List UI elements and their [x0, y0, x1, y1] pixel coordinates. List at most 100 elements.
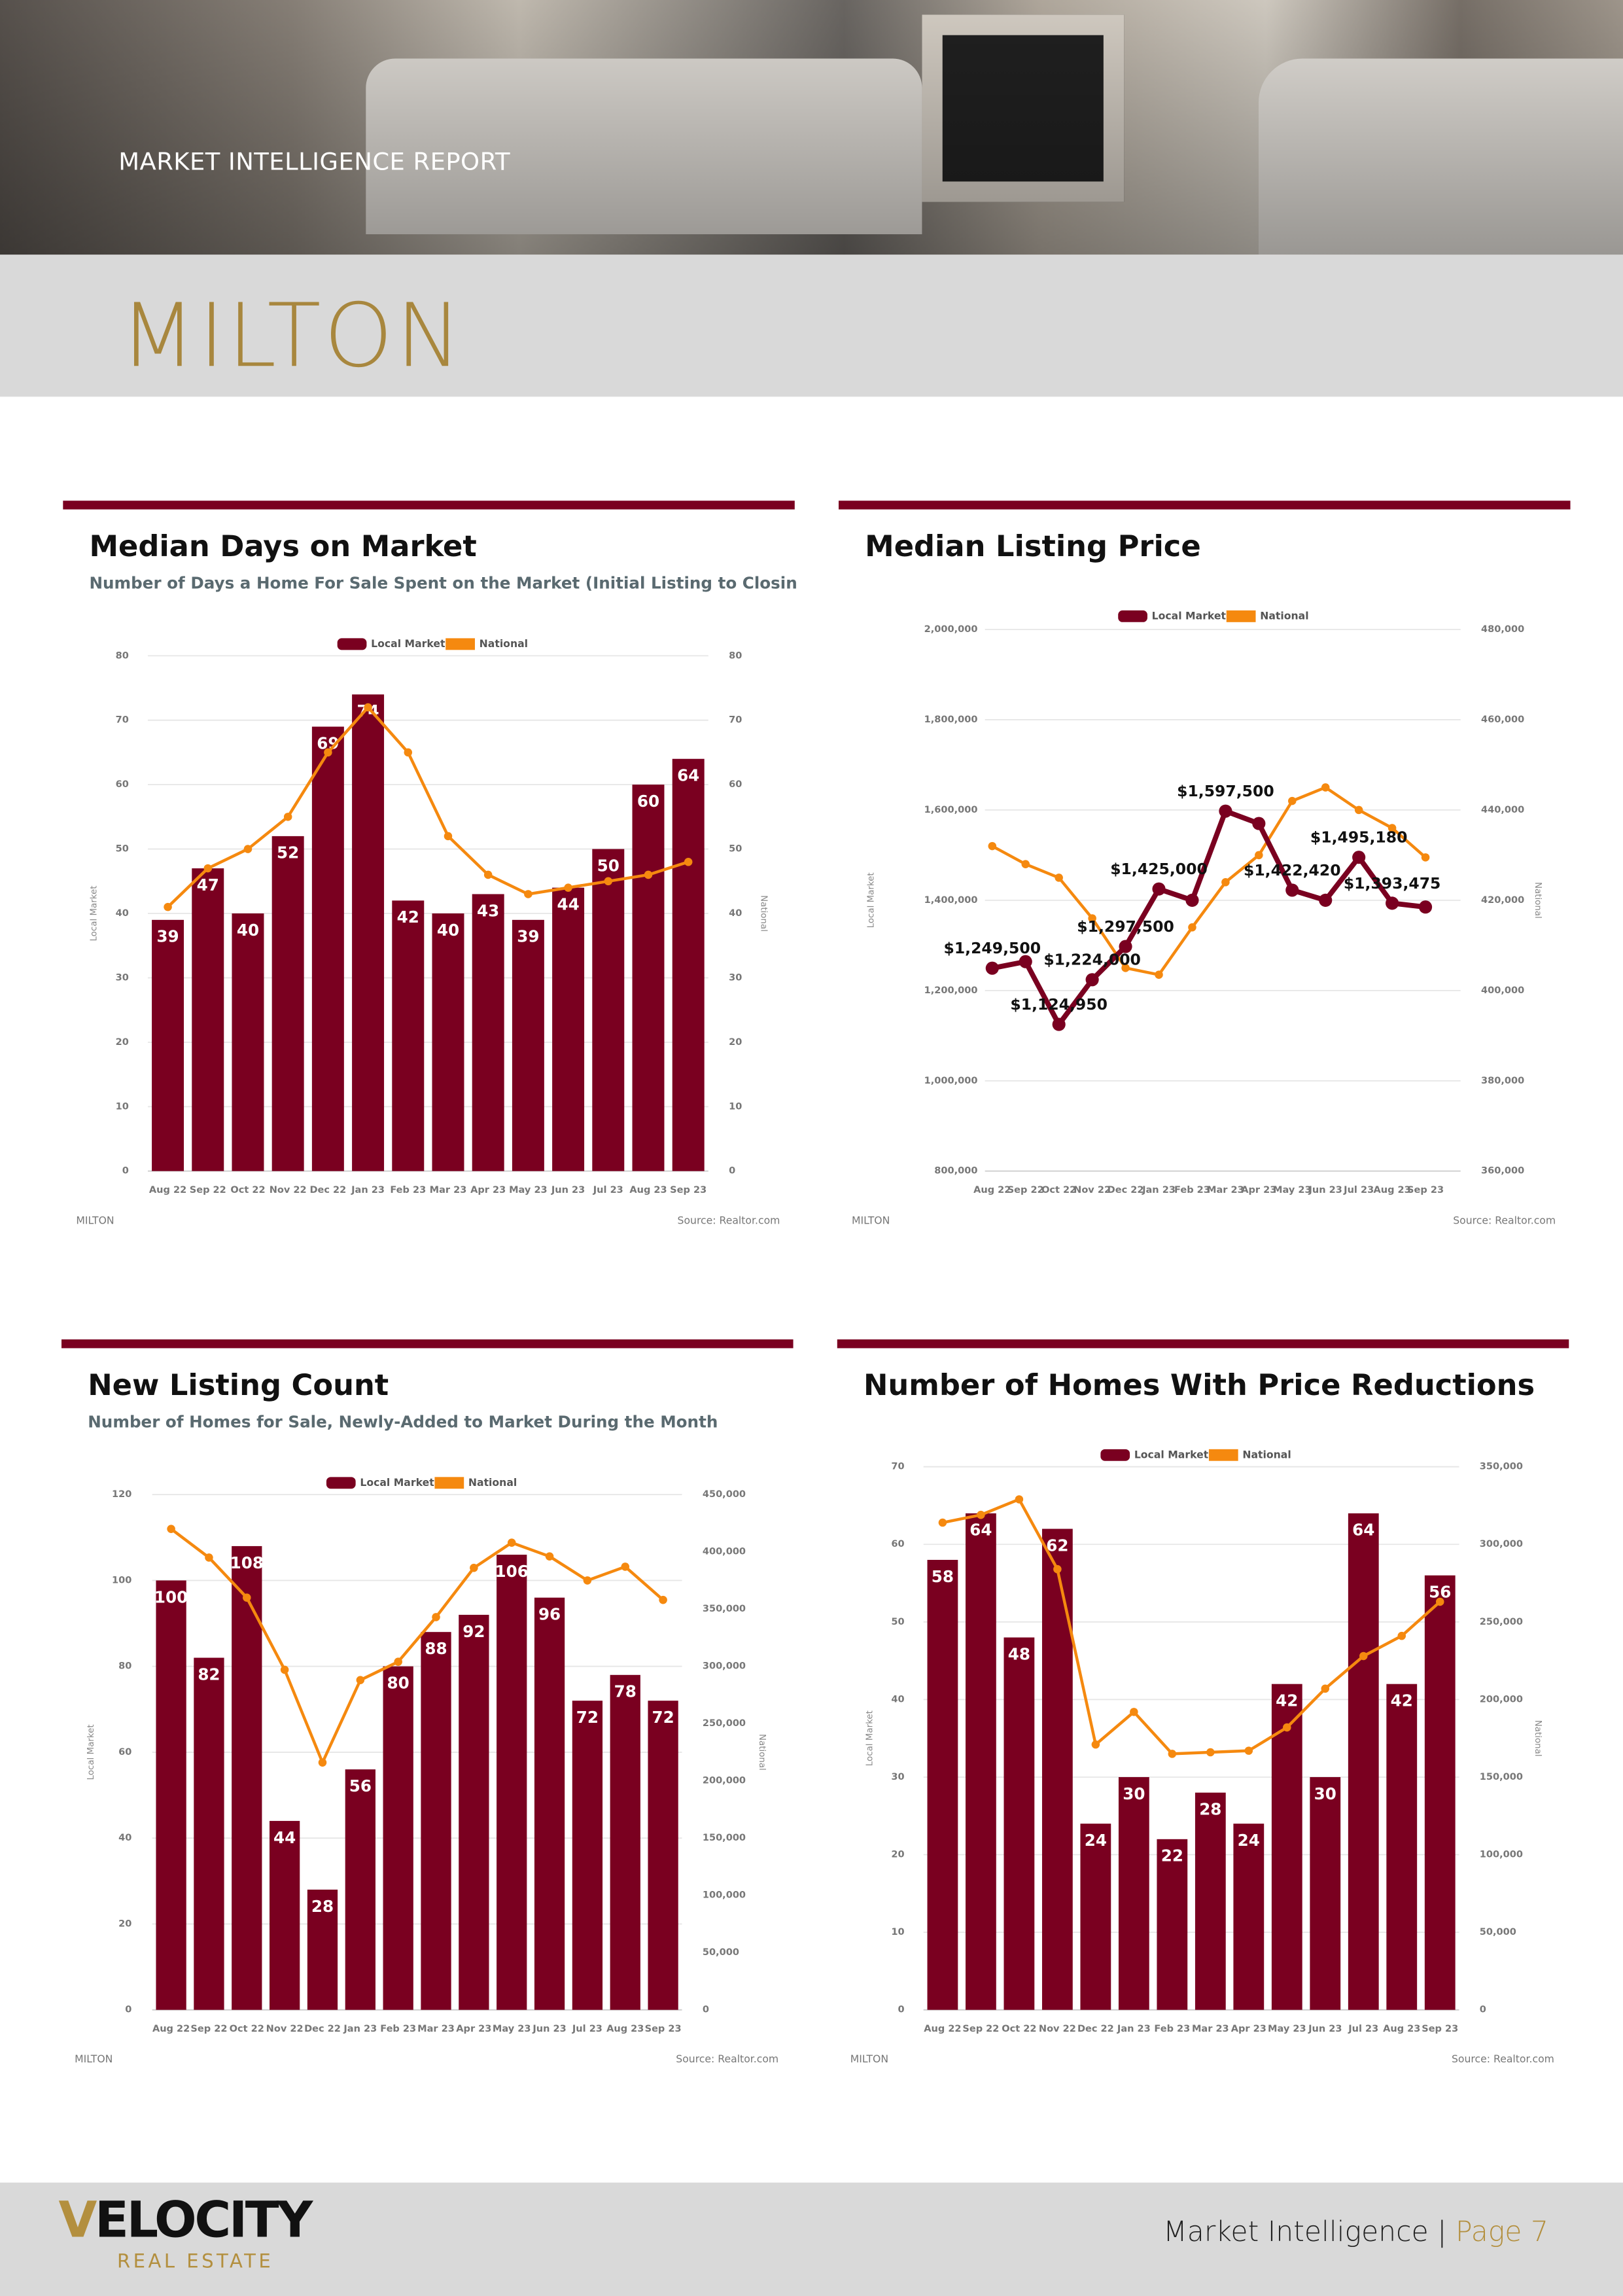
chart-subtitle: Number of Homes for Sale, Newly-Added to…	[88, 1412, 718, 1431]
x-tick-label: Sep 22	[1007, 1185, 1044, 1195]
legend-label: National	[468, 1476, 517, 1489]
data-label: 40	[437, 921, 459, 940]
bar	[672, 758, 705, 1171]
bar	[1386, 1684, 1418, 2010]
legend-swatch	[1100, 1449, 1130, 1461]
line-point	[684, 857, 693, 866]
y-axis-label: Local Market	[867, 872, 877, 928]
y2-tick-label: 10	[729, 1101, 742, 1112]
line-point	[938, 1518, 947, 1527]
line-point	[356, 1676, 365, 1684]
y-axis-label: Local Market	[865, 1710, 875, 1766]
legend-label: Local Market	[371, 637, 445, 650]
data-label: 43	[477, 901, 499, 920]
y2-tick-label: 440,000	[1481, 805, 1524, 815]
y2-tick-label: 60	[729, 779, 742, 790]
bar	[1348, 1513, 1379, 2010]
chart-source: Source: Realtor.com	[1453, 1214, 1556, 1226]
y2-tick-label: 400,000	[1481, 985, 1524, 996]
bar	[1003, 1637, 1035, 2010]
bar	[1157, 1839, 1188, 2010]
data-label: 82	[198, 1665, 220, 1684]
y2-tick-label: 30	[729, 972, 742, 983]
line-point	[644, 870, 653, 879]
line	[942, 1498, 1441, 1756]
legend-label: National	[1242, 1448, 1291, 1460]
y2-tick-label: 50,000	[1480, 1927, 1516, 1937]
y-tick-label: 20	[891, 1850, 904, 1860]
data-label: $1,297,500	[1077, 917, 1174, 936]
x-tick-label: Mar 23	[1207, 1185, 1244, 1195]
data-label: 50	[597, 856, 620, 875]
x-tick-label: Nov 22	[266, 2024, 304, 2034]
data-label: 80	[387, 1674, 410, 1693]
line-point	[1130, 1708, 1138, 1716]
bar	[1271, 1684, 1302, 2010]
data-label: 22	[1161, 1846, 1183, 1865]
line-point	[583, 1576, 592, 1585]
data-label: 92	[462, 1622, 485, 1641]
line-point	[1019, 955, 1032, 968]
data-label: 56	[349, 1776, 372, 1795]
chart-source: Source: Realtor.com	[1452, 2053, 1554, 2065]
x-tick-label: Mar 23	[417, 2024, 455, 2034]
bar	[432, 913, 464, 1171]
y2-tick-label: 150,000	[703, 1833, 746, 1843]
x-tick-label: Jan 23	[1117, 2024, 1151, 2034]
x-tick-label: Apr 23	[1241, 1185, 1276, 1195]
y-tick-label: 20	[116, 1037, 129, 1048]
bar	[610, 1674, 640, 2010]
y-tick-label: 800,000	[934, 1166, 977, 1176]
x-tick-label: Aug 22	[149, 1185, 186, 1195]
line-point	[243, 845, 253, 853]
x-tick-label: Sep 23	[1422, 2024, 1458, 2034]
chart-title: Number of Homes With Price Reductions	[864, 1368, 1535, 1402]
line	[992, 808, 1426, 1027]
x-tick-label: Feb 23	[1154, 2024, 1190, 2034]
legend-swatch	[1226, 610, 1256, 622]
legend-swatch	[1208, 1449, 1238, 1461]
data-label: 88	[425, 1639, 447, 1658]
y-tick-label: 60	[891, 1539, 904, 1549]
line-point	[545, 1552, 554, 1561]
line-point	[164, 902, 172, 911]
y2-tick-label: 40	[729, 908, 742, 919]
bar	[552, 887, 585, 1171]
y2-tick-label: 100,000	[1480, 1850, 1523, 1860]
bar	[534, 1597, 565, 2010]
line-point	[1244, 1746, 1253, 1755]
y2-tick-label: 150,000	[1480, 1772, 1523, 1782]
line-point	[167, 1525, 175, 1533]
footer-band	[0, 2182, 1623, 2296]
legend-swatch	[434, 1477, 464, 1489]
chart: Median Days on Market Number of Days a Ho…	[63, 501, 797, 1226]
bar	[307, 1889, 338, 2010]
y2-axis-label: National	[757, 1734, 767, 1771]
x-tick-label: Feb 23	[390, 1185, 426, 1195]
y-tick-label: 0	[898, 2005, 904, 2015]
bar	[572, 1701, 603, 2010]
y2-axis-label: National	[1533, 882, 1543, 919]
y-tick-label: 100	[112, 1575, 131, 1585]
bar	[927, 1559, 958, 2010]
chart-source: Source: Realtor.com	[678, 1214, 780, 1226]
y-tick-label: 80	[116, 650, 129, 661]
bar	[352, 694, 385, 1171]
chart-source: Source: Realtor.com	[676, 2053, 778, 2065]
y2-tick-label: 50	[729, 844, 742, 855]
section-bar	[61, 1339, 794, 1349]
brand-logo: VELOCITY	[58, 2191, 313, 2250]
line-point	[364, 703, 372, 712]
y-tick-label: 30	[891, 1772, 904, 1782]
data-label: $1,124,950	[1010, 995, 1108, 1014]
sofa	[366, 58, 922, 234]
data-label: 72	[652, 1708, 674, 1727]
sofa	[1258, 58, 1623, 255]
bar	[271, 836, 304, 1171]
line-point	[988, 841, 997, 851]
data-label: 30	[1314, 1784, 1336, 1803]
y-tick-label: 60	[118, 1747, 131, 1757]
y2-tick-label: 250,000	[1480, 1617, 1523, 1627]
